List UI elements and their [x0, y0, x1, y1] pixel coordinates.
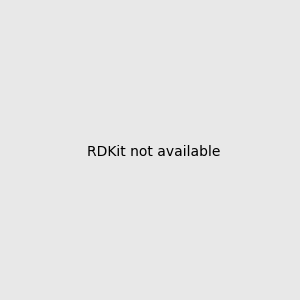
Text: RDKit not available: RDKit not available — [87, 145, 220, 158]
